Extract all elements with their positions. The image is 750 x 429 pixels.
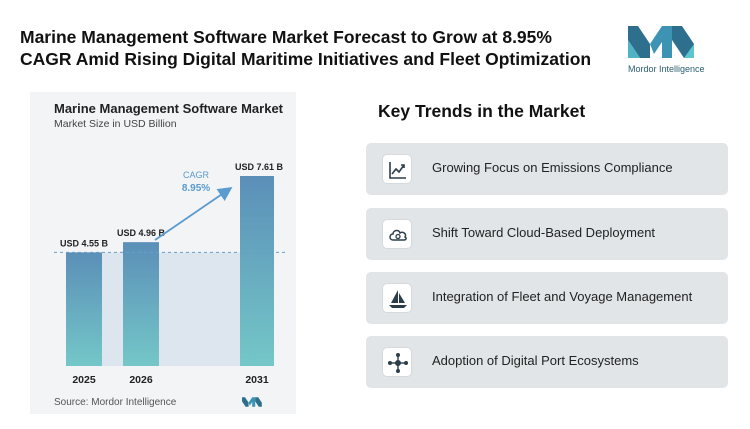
bar-2031 [240, 176, 274, 366]
tick-label-2031: 2031 [245, 374, 269, 386]
data-label-2025: USD 4.55 B [60, 238, 109, 248]
trend-card-emissions: Growing Focus on Emissions Compliance [366, 143, 728, 195]
page-headline: Marine Management Software Market Foreca… [20, 26, 610, 70]
trend-card-fleet: Integration of Fleet and Voyage Manageme… [366, 272, 728, 324]
headline-line-1: Marine Management Software Market Foreca… [20, 27, 552, 47]
data-label-2026: USD 4.96 B [117, 228, 166, 238]
bar-2025 [66, 252, 102, 366]
trend-label: Shift Toward Cloud-Based Deployment [432, 225, 656, 240]
chart-source: Source: Mordor Intelligence [54, 397, 177, 408]
trend-label: Integration of Fleet and Voyage Manageme… [432, 289, 693, 304]
trends-title: Key Trends in the Market [378, 101, 586, 121]
trend-card-cloud: Shift Toward Cloud-Based Deployment [366, 208, 728, 260]
cagr-value: 8.95% [182, 183, 210, 194]
tick-label-2025: 2025 [72, 374, 96, 386]
data-label-2031: USD 7.61 B [235, 162, 284, 172]
bar-2026 [123, 242, 159, 366]
network-icon [382, 347, 412, 377]
headline-line-2: CAGR Amid Rising Digital Maritime Initia… [20, 49, 592, 69]
trend-card-port: Adoption of Digital Port Ecosystems [366, 336, 728, 388]
mordor-logo: Mordor Intelligence [628, 22, 718, 74]
chart-subtitle: Market Size in USD Billion [54, 118, 177, 130]
cagr-arrow [154, 186, 233, 241]
chart-logo-icon [242, 397, 262, 407]
cagr-label: CAGR [183, 170, 210, 180]
line-chart-icon [382, 154, 412, 184]
mordor-logo-mark-icon [628, 26, 694, 58]
sailboat-icon [382, 283, 412, 313]
tick-label-2026: 2026 [129, 374, 153, 386]
cloud-icon [382, 219, 412, 249]
chart-title: Marine Management Software Market [54, 101, 284, 116]
trend-label: Adoption of Digital Port Ecosystems [432, 353, 639, 368]
trend-label: Growing Focus on Emissions Compliance [432, 160, 673, 175]
logo-text: Mordor Intelligence [628, 64, 705, 74]
